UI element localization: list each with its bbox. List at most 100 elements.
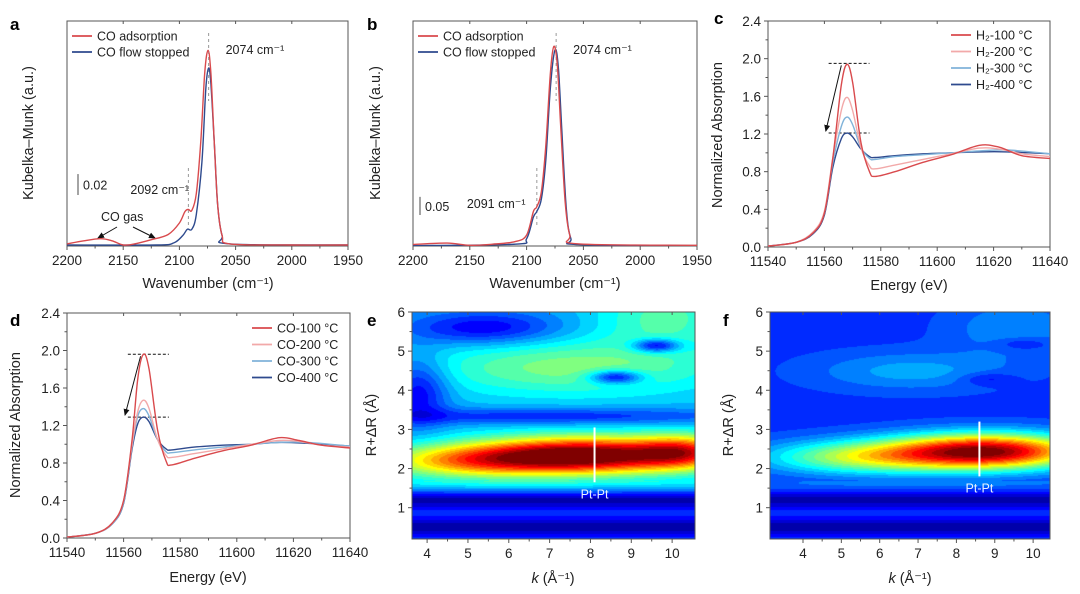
y-tick-label: 0.8 [742, 165, 761, 180]
panel-d: 11540 11560 11580 11600 11620 11640 0.0 0.4 0.8 1… [8, 306, 368, 586]
x-tick-label: 1950 [333, 253, 363, 268]
series-line-0 [768, 63, 1050, 247]
x-tick-label: 2150 [108, 253, 138, 268]
x-axis-label: Energy (eV) [169, 570, 246, 586]
x-tick-label: 11540 [750, 254, 787, 269]
y-tick-label: 2.0 [742, 52, 761, 67]
panel-e: Pt-Pt 4 5 6 7 8 9 10 1 2 3 4 5 6 k (Å⁻¹) R+ΔR (Å) e [363, 305, 696, 587]
x-tick-label: 9 [991, 546, 999, 561]
y-tick-label: 2 [755, 462, 763, 477]
series-line-0 [67, 49, 348, 246]
y-tick-label: 2.4 [742, 14, 761, 29]
y-axis-label: Normalized Absorption [8, 352, 24, 498]
y-tick-label: 1 [397, 501, 405, 516]
legend-label-0: CO adsorption [443, 30, 524, 44]
panel-letter: d [10, 311, 20, 330]
y-tick-label: 2.4 [41, 306, 60, 321]
x-axis-label: k (Å⁻¹) [531, 570, 574, 587]
y-tick-label: 0.8 [41, 456, 60, 471]
x-tick-label: 2050 [568, 253, 598, 268]
y-tick-label: 1.6 [742, 89, 761, 104]
y-tick-label: 1.2 [742, 127, 761, 142]
panel-letter: f [723, 311, 729, 330]
series-line-3 [67, 416, 350, 538]
x-tick-label: 11560 [806, 254, 843, 269]
x-tick-label: 11600 [219, 545, 256, 560]
x-tick-label: 2200 [52, 253, 82, 268]
x-tick-label: 11540 [49, 545, 86, 560]
y-tick-label: 1.2 [41, 419, 60, 434]
legend-label-0: H₂-100 °C [976, 29, 1032, 43]
series-group [67, 49, 348, 246]
y-tick-label: 5 [397, 344, 405, 359]
x-tick-label: 9 [628, 546, 636, 561]
series-line-1 [768, 96, 1050, 247]
y-tick-label: 6 [397, 305, 405, 320]
x-tick-label: 11640 [1032, 254, 1069, 269]
peak-label-2074: 2074 cm⁻¹ [573, 43, 632, 57]
y-tick-label: 2 [397, 462, 405, 477]
x-tick-label: 11600 [919, 254, 956, 269]
legend-label-1: CO flow stopped [97, 46, 189, 60]
panel-b: 2200 2150 2100 2050 2000 1950 Wavenumber (cm⁻¹… [367, 15, 712, 292]
x-axis-label: Wavenumber (cm⁻¹) [142, 276, 273, 292]
peak-label-shoulder: 2091 cm⁻¹ [467, 197, 526, 211]
x-tick-label: 7 [546, 546, 554, 561]
legend-label-2: CO-300 °C [277, 355, 338, 369]
panel-c: 11540 11560 11580 11600 11620 11640 0.0 0.4 0.8 1… [710, 9, 1068, 294]
x-tick-label: 10 [665, 546, 680, 561]
plot-frame [769, 311, 1051, 540]
y-axis-label: Normalized Absorption [710, 62, 726, 208]
scale-bar-label: 0.05 [425, 200, 449, 214]
x-tick-label: 10 [1026, 546, 1041, 561]
series-group [67, 353, 350, 538]
x-tick-label: 2000 [277, 253, 307, 268]
y-tick-label: 6 [755, 305, 763, 320]
co-gas-label: CO gas [101, 210, 143, 224]
x-axis-label: Wavenumber (cm⁻¹) [489, 276, 620, 292]
legend-label-1: H₂-200 °C [976, 45, 1032, 59]
x-tick-label: 8 [587, 546, 595, 561]
pt-pt-label: Pt-Pt [966, 481, 994, 495]
x-tick-label: 2200 [398, 253, 428, 268]
heatmap-image [412, 312, 695, 539]
y-tick-label: 2.0 [41, 344, 60, 359]
x-axis-label-unit: (Å⁻¹) [896, 570, 932, 587]
x-tick-label: 2150 [455, 253, 485, 268]
legend-label-0: CO-100 °C [277, 322, 338, 336]
series-group [768, 63, 1050, 247]
panel-letter: c [714, 9, 723, 28]
series-line-2 [67, 407, 350, 538]
y-tick-label: 0.0 [742, 240, 761, 255]
plot-frame [411, 311, 696, 540]
y-tick-label: 3 [755, 422, 763, 437]
x-axis-label-var: k [888, 571, 896, 587]
series-line-2 [768, 116, 1050, 247]
y-axis-label: Kubelka–Munk (a.u.) [21, 66, 37, 200]
decrease-arrow [123, 356, 142, 417]
x-tick-label: 8 [953, 546, 961, 561]
legend-label-3: H₂-400 °C [976, 78, 1032, 92]
x-tick-label: 5 [464, 546, 472, 561]
panel-a: 2200 2150 2100 2050 2000 1950 Wavenumber (cm⁻¹… [10, 15, 363, 292]
x-tick-label: 11580 [162, 545, 199, 560]
x-axis-label-unit: (Å⁻¹) [539, 570, 575, 587]
y-tick-label: 1 [755, 501, 763, 516]
series-line-0 [67, 353, 350, 538]
panel-letter: b [367, 15, 377, 34]
co-gas-arrow-right [132, 226, 156, 239]
y-axis-label: R+ΔR (Å) [363, 394, 380, 456]
series-group [413, 45, 697, 246]
x-tick-label: 7 [914, 546, 922, 561]
y-tick-label: 4 [755, 383, 763, 398]
x-tick-label: 2100 [164, 253, 194, 268]
y-tick-label: 0.0 [41, 531, 60, 546]
x-tick-label: 11560 [105, 545, 142, 560]
x-axis-label: k (Å⁻¹) [888, 570, 931, 587]
legend-label-2: H₂-300 °C [976, 62, 1032, 76]
y-axis-label: Kubelka–Munk (a.u.) [368, 66, 384, 200]
peak-label-shoulder: 2092 cm⁻¹ [130, 183, 189, 197]
decrease-arrow [824, 65, 842, 133]
x-tick-label: 5 [838, 546, 846, 561]
